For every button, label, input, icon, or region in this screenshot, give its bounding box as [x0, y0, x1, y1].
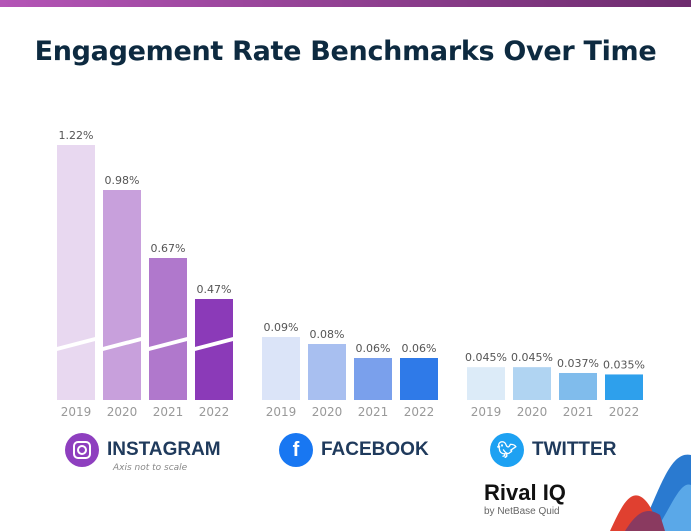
data-label: 1.22% — [59, 129, 94, 142]
year-label: 2019 — [471, 405, 502, 419]
decorative-waves — [610, 454, 691, 531]
bar-twitter-2020 — [513, 367, 551, 400]
bar-facebook-2022 — [400, 358, 438, 400]
bar-instagram-2021 — [149, 258, 187, 400]
legend-twitter: 🐦︎ TWITTER — [490, 433, 616, 467]
bar-instagram-2019 — [57, 145, 95, 400]
bar-instagram-2022 — [195, 299, 233, 400]
bar-facebook-2020 — [308, 344, 346, 400]
bar-twitter-2022 — [605, 374, 643, 400]
year-label: 2021 — [153, 405, 184, 419]
year-label: 2022 — [404, 405, 435, 419]
chart-title: Engagement Rate Benchmarks Over Time — [34, 36, 657, 67]
data-label: 0.037% — [557, 357, 599, 370]
rival-iq-logo: Rival IQ by NetBase Quid — [484, 480, 566, 517]
data-label: 0.08% — [310, 328, 345, 341]
year-label: 2021 — [563, 405, 594, 419]
bar-twitter-2019 — [467, 367, 505, 400]
axis-break — [191, 336, 237, 352]
twitter-label: TWITTER — [532, 439, 617, 460]
axis-note: Axis not to scale — [113, 463, 188, 473]
year-label: 2020 — [107, 405, 138, 419]
year-label: 2019 — [266, 405, 297, 419]
data-label: 0.09% — [264, 321, 299, 334]
data-label: 0.06% — [356, 342, 391, 355]
instagram-label: INSTAGRAM — [107, 439, 221, 460]
data-label: 0.045% — [511, 351, 553, 364]
data-label: 0.67% — [151, 242, 186, 255]
year-label: 2022 — [199, 405, 230, 419]
legend-instagram: INSTAGRAM — [65, 433, 221, 467]
facebook-icon: f — [279, 433, 313, 467]
bar-facebook-2021 — [354, 358, 392, 400]
axis-break — [53, 336, 99, 352]
year-label: 2021 — [358, 405, 389, 419]
data-label: 0.06% — [402, 342, 437, 355]
bar-instagram-2020 — [103, 190, 141, 400]
year-label: 2022 — [609, 405, 640, 419]
bar-facebook-2019 — [262, 337, 300, 400]
data-label: 0.045% — [465, 351, 507, 364]
data-label: 0.98% — [105, 174, 140, 187]
instagram-icon — [65, 433, 99, 467]
year-label: 2019 — [61, 405, 92, 419]
axis-break — [99, 336, 145, 352]
axis-break — [145, 336, 191, 352]
data-label: 0.035% — [603, 358, 645, 371]
logo-main: Rival IQ — [484, 480, 566, 505]
data-label: 0.47% — [197, 283, 232, 296]
year-label: 2020 — [312, 405, 343, 419]
twitter-icon: 🐦︎ — [490, 433, 524, 467]
year-label: 2020 — [517, 405, 548, 419]
bar-twitter-2021 — [559, 372, 597, 400]
legend-facebook: f FACEBOOK — [279, 433, 429, 467]
facebook-label: FACEBOOK — [321, 439, 429, 460]
logo-sub: by NetBase Quid — [484, 506, 560, 517]
top-bar — [0, 0, 691, 7]
